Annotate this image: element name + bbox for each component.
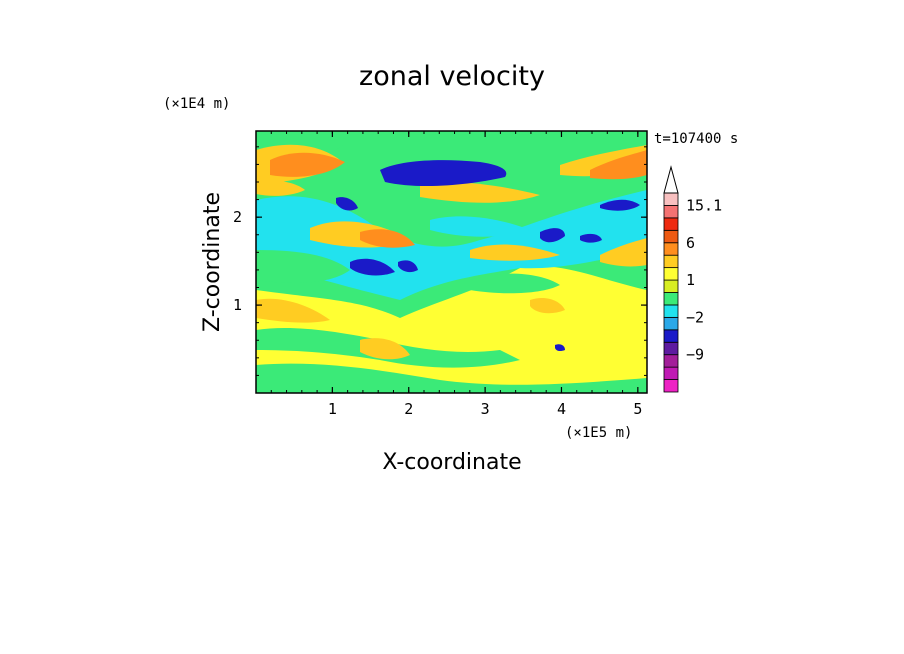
y-tick-label: 2: [233, 208, 242, 226]
colorbar-swatch: [663, 329, 679, 343]
x-tick-label: 1: [328, 400, 337, 418]
x-axis-ticks: 1 2 3 4 5: [270, 131, 642, 418]
colorbar-swatch: [663, 304, 679, 318]
colorbar-swatch: [663, 341, 679, 356]
colorbar-swatch: [663, 242, 679, 256]
colorbar-swatch: [663, 354, 679, 368]
colorbar: 15.1 6 1 −2 −9: [663, 165, 722, 393]
colorbar-swatch: [663, 205, 679, 219]
colorbar-swatch: [663, 292, 679, 306]
field-contours: [256, 131, 647, 393]
y-axis-label: Z-coordinate: [200, 192, 225, 332]
y-tick-label: 1: [233, 296, 242, 314]
x-tick-label: 4: [557, 400, 566, 418]
colorbar-swatch: [663, 267, 679, 281]
plot-field: [256, 131, 647, 393]
colorbar-extend-arrow: [663, 165, 679, 194]
x-tick-label: 2: [404, 400, 413, 418]
x-tick-label: 5: [633, 400, 642, 418]
y-unit-label: (×1E4 m): [163, 96, 230, 112]
chart-title: zonal velocity: [359, 61, 545, 92]
time-label: t=107400 s: [654, 131, 738, 147]
colorbar-label: −2: [686, 308, 704, 326]
colorbar-swatch: [663, 366, 679, 380]
plot-frame: [255, 130, 648, 394]
colorbar-swatch: [663, 316, 679, 331]
y-axis-ticks: 12: [233, 146, 647, 376]
colorbar-swatch: [663, 192, 679, 206]
x-unit-label: (×1E5 m): [565, 425, 632, 441]
colorbar-label: 1: [686, 271, 695, 289]
colorbar-swatch: [663, 379, 679, 393]
x-axis-label: X-coordinate: [382, 450, 521, 475]
colorbar-swatch: [663, 229, 679, 244]
x-tick-label: 3: [481, 400, 490, 418]
colorbar-label: 6: [686, 234, 695, 252]
colorbar-swatch: [663, 217, 679, 231]
colorbar-swatch: [663, 254, 679, 269]
colorbar-label: −9: [686, 346, 704, 364]
colorbar-swatch: [663, 279, 679, 293]
colorbar-label: 15.1: [686, 196, 722, 214]
